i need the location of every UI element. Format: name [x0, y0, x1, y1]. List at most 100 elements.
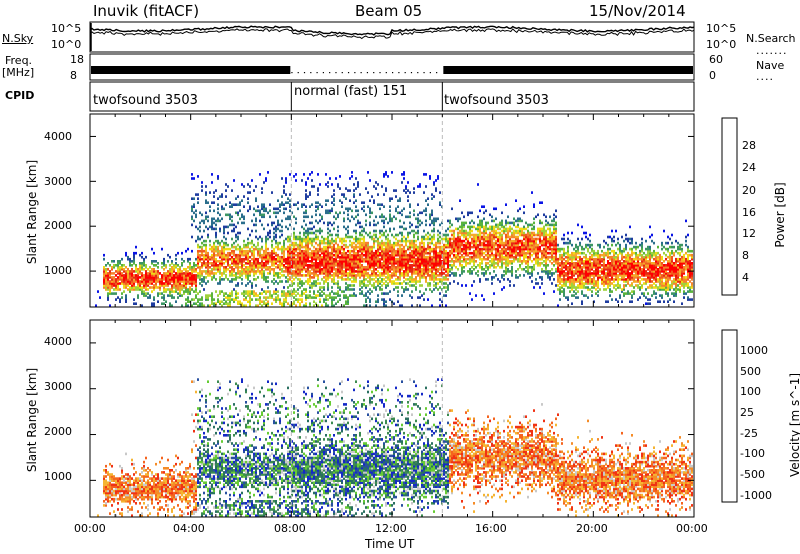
power-cell — [463, 229, 465, 233]
power-cell — [317, 251, 319, 255]
power-cell — [381, 239, 383, 243]
power-cell — [389, 255, 391, 259]
power-cell — [371, 245, 373, 249]
power-cell — [175, 284, 177, 287]
power-cell — [409, 264, 411, 267]
power-cell — [423, 243, 425, 247]
power-cell — [479, 239, 481, 243]
power-cell — [519, 233, 521, 237]
power-cell — [381, 185, 383, 188]
power-cell — [263, 251, 265, 255]
power-cell — [141, 288, 143, 291]
power-cell — [533, 227, 535, 231]
power-cell — [135, 286, 137, 289]
power-cell — [297, 274, 299, 277]
power-cell — [143, 274, 145, 277]
power-cell — [483, 211, 485, 215]
power-cell — [195, 239, 197, 243]
power-cell — [245, 276, 247, 279]
power-cell — [227, 302, 229, 305]
power-cell — [439, 278, 441, 281]
power-cell — [233, 241, 235, 245]
power-cell — [505, 221, 507, 225]
power-cell — [235, 278, 237, 281]
power-cell — [345, 270, 347, 273]
power-cell — [509, 235, 511, 239]
power-cell — [511, 266, 513, 269]
power-cell — [243, 243, 245, 247]
power-cell — [275, 241, 277, 245]
power-cell — [317, 282, 319, 285]
power-cell — [267, 237, 269, 241]
power-cell — [249, 255, 251, 259]
power-cell — [281, 292, 283, 295]
power-cell — [433, 264, 435, 267]
power-cell — [109, 270, 111, 273]
power-cell — [219, 241, 221, 245]
power-cell — [339, 257, 341, 261]
power-cell — [361, 251, 363, 255]
power-cell — [449, 221, 451, 225]
power-cell — [273, 274, 275, 277]
power-cell — [343, 274, 345, 277]
power-cell — [269, 229, 271, 233]
power-cell — [263, 278, 265, 281]
power-cell — [419, 264, 421, 267]
power-cell — [523, 237, 525, 241]
power-cell — [459, 260, 461, 263]
power-cell — [363, 227, 365, 231]
power-cell — [489, 225, 491, 229]
power-cell — [273, 237, 275, 241]
power-cell — [407, 274, 409, 277]
power-cell — [377, 221, 379, 225]
power-cell — [237, 276, 239, 279]
power-cell — [123, 264, 125, 267]
power-cell — [483, 268, 485, 271]
power-cell — [369, 179, 371, 182]
power-cell — [187, 304, 189, 307]
power-cell — [439, 274, 441, 277]
power-cell — [195, 282, 197, 285]
power-cell — [487, 221, 489, 225]
power-cell — [263, 255, 265, 259]
power-cell — [105, 278, 107, 281]
power-cell — [317, 255, 319, 259]
power-cell — [499, 241, 501, 245]
power-cell — [327, 185, 329, 188]
power-cell — [517, 243, 519, 247]
power-cell — [475, 255, 477, 259]
power-cell — [119, 282, 121, 285]
power-cell — [517, 231, 519, 235]
power-cell — [313, 284, 315, 287]
power-cell — [385, 304, 387, 307]
power-cell — [485, 253, 487, 257]
power-cell — [415, 251, 417, 255]
power-cell — [347, 207, 349, 211]
power-cell — [161, 262, 163, 265]
power-cell — [505, 268, 507, 271]
power-cell — [467, 239, 469, 243]
power-cell — [469, 270, 471, 273]
power-cell — [229, 294, 231, 297]
power-cell — [445, 235, 447, 239]
power-cell — [487, 249, 489, 253]
power-cell — [421, 270, 423, 273]
power-cell — [383, 205, 385, 208]
power-cell — [503, 251, 505, 255]
power-cell — [411, 241, 413, 245]
power-cell — [181, 272, 183, 275]
power-cell — [159, 280, 161, 283]
power-cell — [191, 235, 193, 239]
power-cell — [205, 262, 207, 265]
power-cell — [313, 249, 315, 253]
power-cell — [425, 199, 427, 202]
power-cell — [501, 241, 503, 245]
power-cell — [473, 241, 475, 245]
power-cell — [313, 290, 315, 293]
power-cell — [343, 225, 345, 229]
power-cell — [331, 245, 333, 249]
power-cell — [265, 245, 267, 249]
power-cell — [367, 243, 369, 247]
power-cell — [165, 276, 167, 279]
power-cell — [335, 296, 337, 299]
